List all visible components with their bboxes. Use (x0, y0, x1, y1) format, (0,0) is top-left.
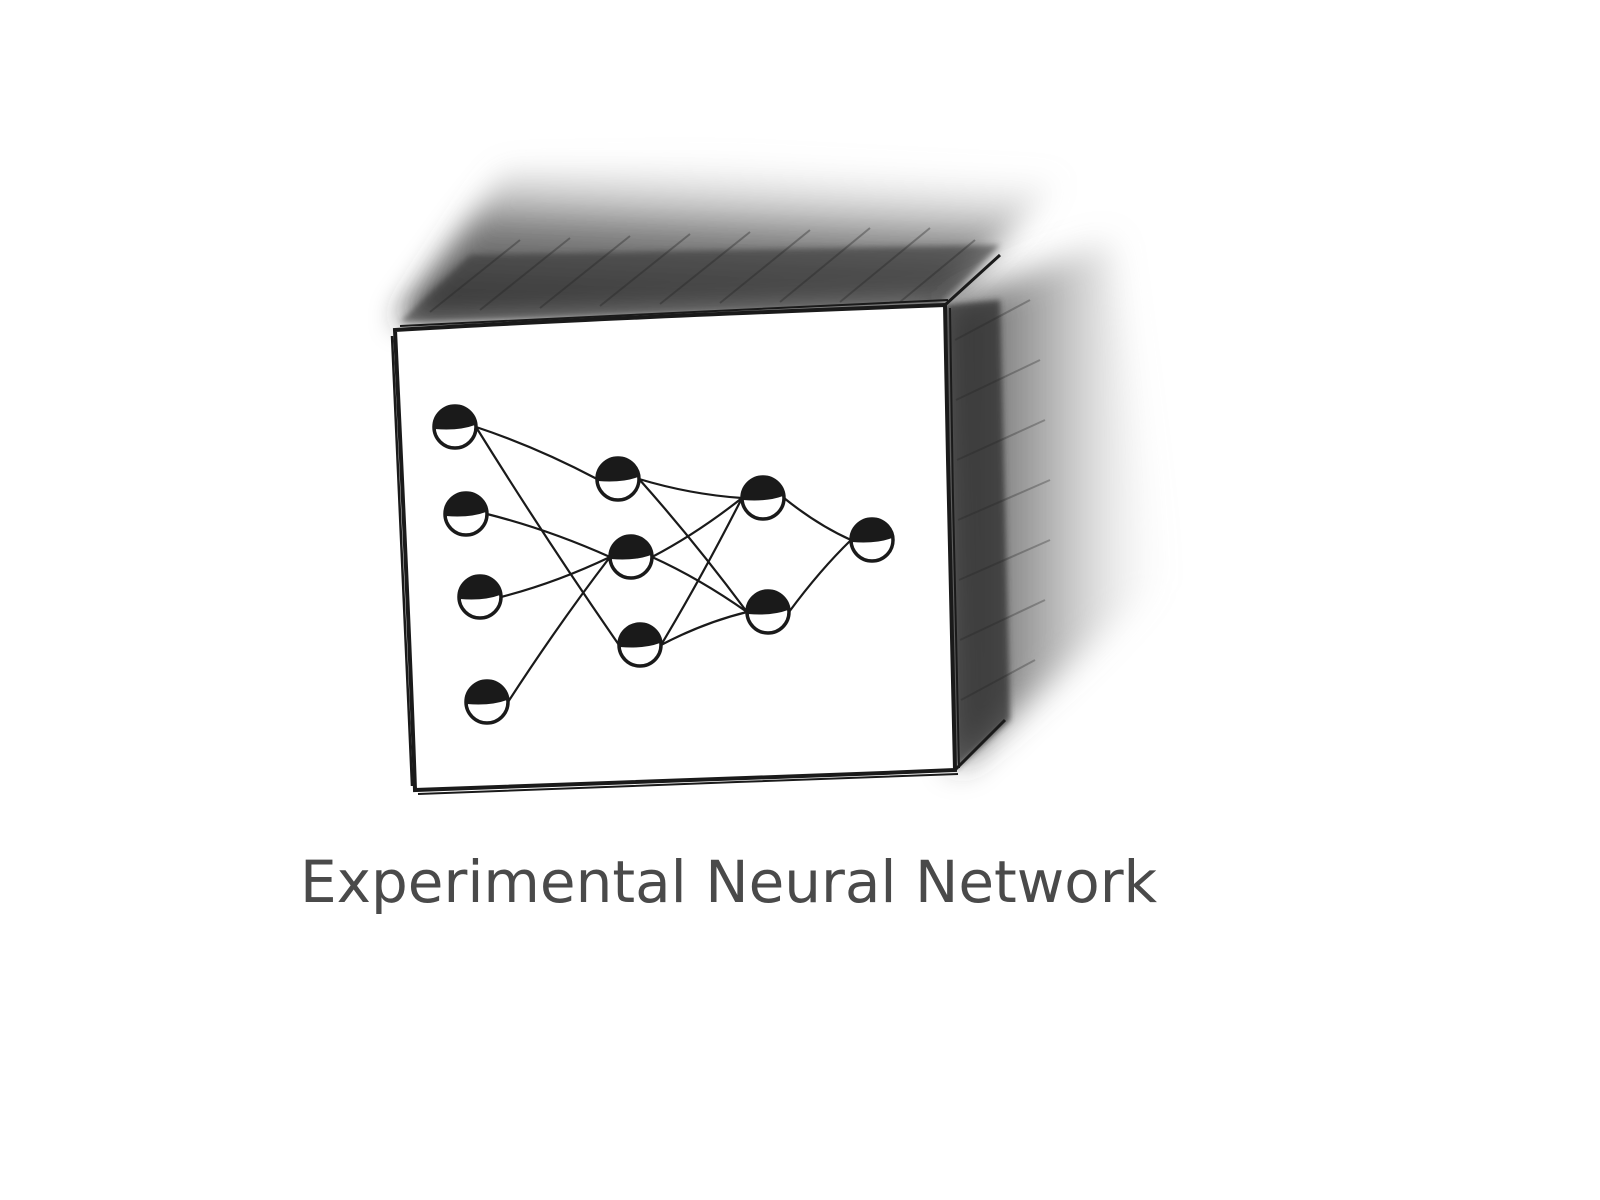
network-edge (783, 497, 852, 542)
network-edge (651, 555, 748, 613)
network-nodes (432, 404, 895, 725)
network-node-icon (457, 574, 503, 620)
network-edge (660, 610, 748, 646)
network-edge (507, 556, 611, 703)
network-node-icon (745, 589, 791, 635)
network-node-icon (849, 517, 895, 563)
network-edge (651, 497, 743, 558)
network-edge (788, 539, 852, 613)
network-node-icon (595, 456, 641, 502)
network-node-icon (617, 622, 663, 668)
network-edge (660, 497, 743, 646)
box-top-shade (395, 150, 1090, 322)
network-edge (475, 426, 620, 646)
network-node-icon (432, 404, 478, 450)
network-edge (638, 478, 748, 613)
network-edge (638, 477, 743, 500)
diagram-caption: Experimental Neural Network (300, 848, 1158, 916)
network-node-icon (464, 679, 510, 725)
network-node-icon (608, 534, 654, 580)
box-front-face (390, 299, 960, 795)
network-edge (486, 512, 611, 559)
network-edges (475, 425, 852, 703)
network-edge (500, 556, 611, 599)
network-node-icon (740, 475, 786, 521)
network-node-icon (443, 491, 489, 537)
box-side-shade (943, 240, 1160, 772)
network-edge (475, 425, 598, 480)
